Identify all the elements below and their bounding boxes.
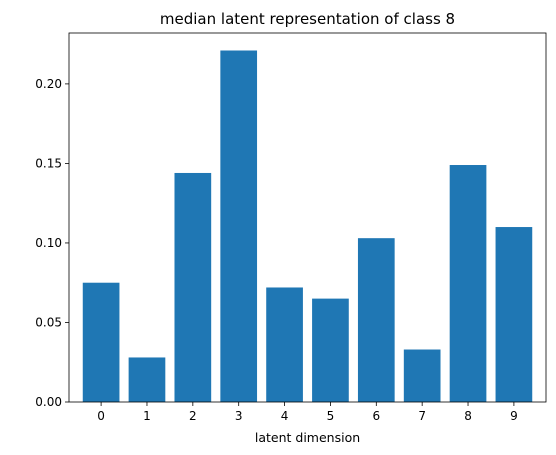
bar-1 bbox=[128, 357, 166, 402]
bar-5 bbox=[312, 298, 349, 402]
x-tick-label-1: 1 bbox=[143, 409, 151, 423]
x-axis-label: latent dimension bbox=[255, 430, 360, 445]
bar-9 bbox=[495, 227, 533, 402]
y-tick-label-0: 0.00 bbox=[35, 395, 62, 409]
x-tick-label-5: 5 bbox=[327, 409, 335, 423]
bar-4 bbox=[266, 287, 303, 402]
bar-8 bbox=[449, 165, 487, 402]
bars-group bbox=[82, 50, 533, 402]
bar-2 bbox=[174, 172, 212, 402]
bar-3 bbox=[220, 50, 258, 402]
x-tick-label-6: 6 bbox=[372, 409, 380, 423]
x-tick-label-3: 3 bbox=[235, 409, 243, 423]
chart-title: median latent representation of class 8 bbox=[160, 10, 455, 28]
x-tick-label-4: 4 bbox=[281, 409, 289, 423]
y-tick-label-2: 0.10 bbox=[35, 236, 62, 250]
x-tick-label-2: 2 bbox=[189, 409, 197, 423]
x-tick-label-7: 7 bbox=[418, 409, 426, 423]
axes-group: 0 1 2 3 4 5 6 7 8 9 0.00 0.05 0.10 0.15 0.20 bbox=[35, 32, 547, 423]
x-tick-label-9: 9 bbox=[510, 409, 518, 423]
y-tick-label-3: 0.15 bbox=[35, 156, 62, 170]
y-tick-label-1: 0.05 bbox=[35, 315, 62, 329]
x-tick-label-0: 0 bbox=[97, 409, 105, 423]
bar-0 bbox=[82, 282, 120, 402]
plot-frame bbox=[68, 32, 547, 403]
x-tick-label-8: 8 bbox=[464, 409, 472, 423]
bar-6 bbox=[357, 238, 395, 402]
bar-7 bbox=[403, 349, 441, 402]
y-tick-label-4: 0.20 bbox=[35, 77, 62, 91]
